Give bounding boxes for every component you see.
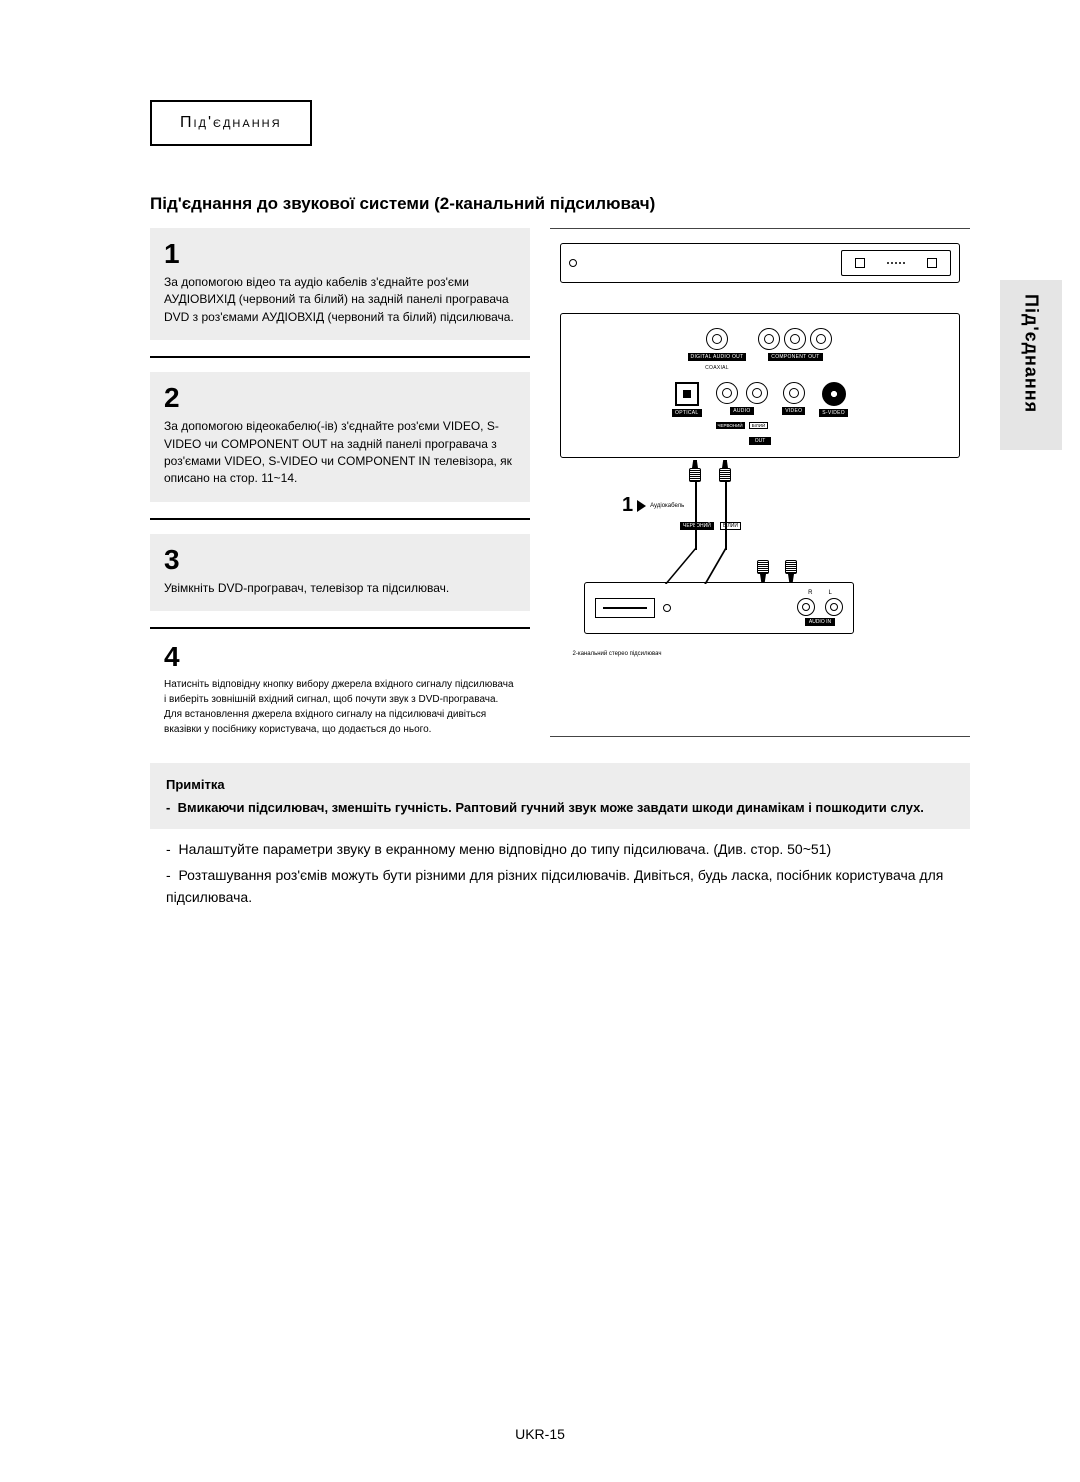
page-title: Під'єднання до звукової системи (2-канал… — [150, 194, 970, 214]
cable-line-icon — [704, 548, 727, 584]
coaxial-jack-icon — [706, 328, 728, 350]
step-2-number: 2 — [164, 384, 516, 412]
step-4-text: Натисніть відповідну кнопку вибору джере… — [164, 677, 516, 737]
divider-3 — [150, 627, 530, 629]
amp-jack-r-icon — [797, 598, 815, 616]
white-mid-label: БІЛИЙ — [720, 522, 741, 530]
audio-out-group: AUDIO ЧЕРВОНИЙ БІЛИЙ — [716, 382, 769, 429]
svideo-group: S-VIDEO — [819, 382, 848, 417]
diagram-column: DIGITAL AUDIO OUT COAXIAL COMPONENT OUT — [550, 228, 970, 737]
step-4-block: 4 Натисніть відповідну кнопку вибору дже… — [150, 643, 530, 737]
note-bullet-2-text: Розташування роз'ємів можуть бути різним… — [166, 867, 943, 905]
audio-cable-label: Аудіокабель — [650, 503, 684, 509]
note-bullet-1-text: Налаштуйте параметри звуку в екранному м… — [178, 841, 831, 857]
optical-group: OPTICAL — [672, 382, 702, 417]
dvd-back-panel: DIGITAL AUDIO OUT COAXIAL COMPONENT OUT — [560, 313, 960, 458]
component-jack-icon — [784, 328, 806, 350]
plug-icon — [785, 560, 797, 582]
dvd-display-icon — [841, 250, 951, 276]
amp-display-icon — [595, 598, 655, 618]
step-1-block: 1 За допомогою відео та аудіо кабелів з'… — [150, 228, 530, 340]
step-2-block: 2 За допомогою відеокабелю(-ів) з'єднайт… — [150, 372, 530, 502]
cable-area: 1 Аудіокабель ЧЕРВОНИЙ БІЛИЙ — [560, 464, 960, 634]
connection-diagram: DIGITAL AUDIO OUT COAXIAL COMPONENT OUT — [560, 243, 960, 634]
red-label: ЧЕРВОНИЙ — [716, 422, 745, 429]
white-label: БІЛИЙ — [749, 422, 769, 429]
optical-label: OPTICAL — [672, 409, 702, 417]
step-1-text: За допомогою відео та аудіо кабелів з'єд… — [164, 274, 516, 326]
note-heading: Примітка — [166, 777, 954, 792]
digital-audio-out-label: DIGITAL AUDIO OUT — [688, 353, 747, 361]
video-out-group: VIDEO — [782, 382, 805, 415]
page-number: UKR-15 — [0, 1426, 1080, 1442]
amp-knob-icon — [663, 604, 671, 612]
amp-jack-l-icon — [825, 598, 843, 616]
svideo-label: S-VIDEO — [819, 409, 848, 417]
svideo-jack-icon — [822, 382, 846, 406]
section-header: Під'єднання — [180, 114, 282, 131]
component-jack-icon — [758, 328, 780, 350]
step-marker-num: 1 — [622, 494, 633, 517]
dvd-front-view — [560, 243, 960, 283]
l-label: L — [829, 590, 832, 596]
component-out-label: COMPONENT OUT — [768, 353, 822, 361]
audio-in-label: AUDIO IN — [805, 618, 835, 626]
note-warning: - Вмикаючи підсилювач, зменшіть гучність… — [166, 800, 954, 815]
component-out-group: COMPONENT OUT — [758, 328, 832, 361]
manual-page: Під'єднання Під'єднання до звукової сист… — [0, 0, 1080, 952]
steps-column: 1 За допомогою відео та аудіо кабелів з'… — [150, 228, 530, 737]
power-icon — [569, 259, 577, 267]
out-label: OUT — [749, 437, 772, 445]
video-jack-icon — [783, 382, 805, 404]
note-list: - Налаштуйте параметри звуку в екранному… — [150, 829, 970, 908]
content-row: 1 За допомогою відео та аудіо кабелів з'… — [150, 228, 970, 737]
amplifier-box: R L AUDIO IN — [584, 582, 854, 634]
step-3-text: Увімкніть DVD-програвач, телевізор та пі… — [164, 580, 516, 597]
note-bullet-2: - Розташування роз'ємів можуть бути різн… — [166, 865, 954, 908]
rw-mid-labels: ЧЕРВОНИЙ БІЛИЙ — [680, 522, 741, 530]
triangle-icon — [637, 500, 646, 512]
step-1-number: 1 — [164, 240, 516, 268]
r-label: R — [808, 590, 812, 596]
optical-jack-icon — [675, 382, 699, 406]
divider-1 — [150, 356, 530, 358]
component-jack-icon — [810, 328, 832, 350]
plug-icon — [757, 560, 769, 582]
step-3-number: 3 — [164, 546, 516, 574]
amp-audio-in-group: R L AUDIO IN — [797, 590, 843, 626]
audio-label: AUDIO — [730, 407, 753, 415]
note-block: Примітка - Вмикаючи підсилювач, зменшіть… — [150, 763, 970, 829]
audio-white-jack-icon — [746, 382, 768, 404]
note-bullet-1: - Налаштуйте параметри звуку в екранному… — [166, 839, 954, 861]
divider-2 — [150, 518, 530, 520]
coaxial-jack-group: DIGITAL AUDIO OUT COAXIAL — [688, 328, 747, 372]
plug-icon — [689, 460, 701, 482]
coaxial-label: COAXIAL — [702, 364, 732, 372]
cable-line-icon — [665, 548, 697, 584]
step-3-block: 3 Увімкніть DVD-програвач, телевізор та … — [150, 534, 530, 611]
section-header-box: Під'єднання — [150, 100, 312, 146]
step-2-text: За допомогою відеокабелю(-ів) з'єднайте … — [164, 418, 516, 488]
audio-red-jack-icon — [716, 382, 738, 404]
step-4-number: 4 — [164, 643, 516, 671]
step-marker-1: 1 Аудіокабель — [622, 494, 684, 517]
amp-caption: 2-канальний стерео підсилювач — [572, 651, 662, 658]
plug-icon — [719, 460, 731, 482]
note-warning-text: Вмикаючи підсилювач, зменшіть гучність. … — [178, 800, 924, 815]
video-label: VIDEO — [782, 407, 805, 415]
